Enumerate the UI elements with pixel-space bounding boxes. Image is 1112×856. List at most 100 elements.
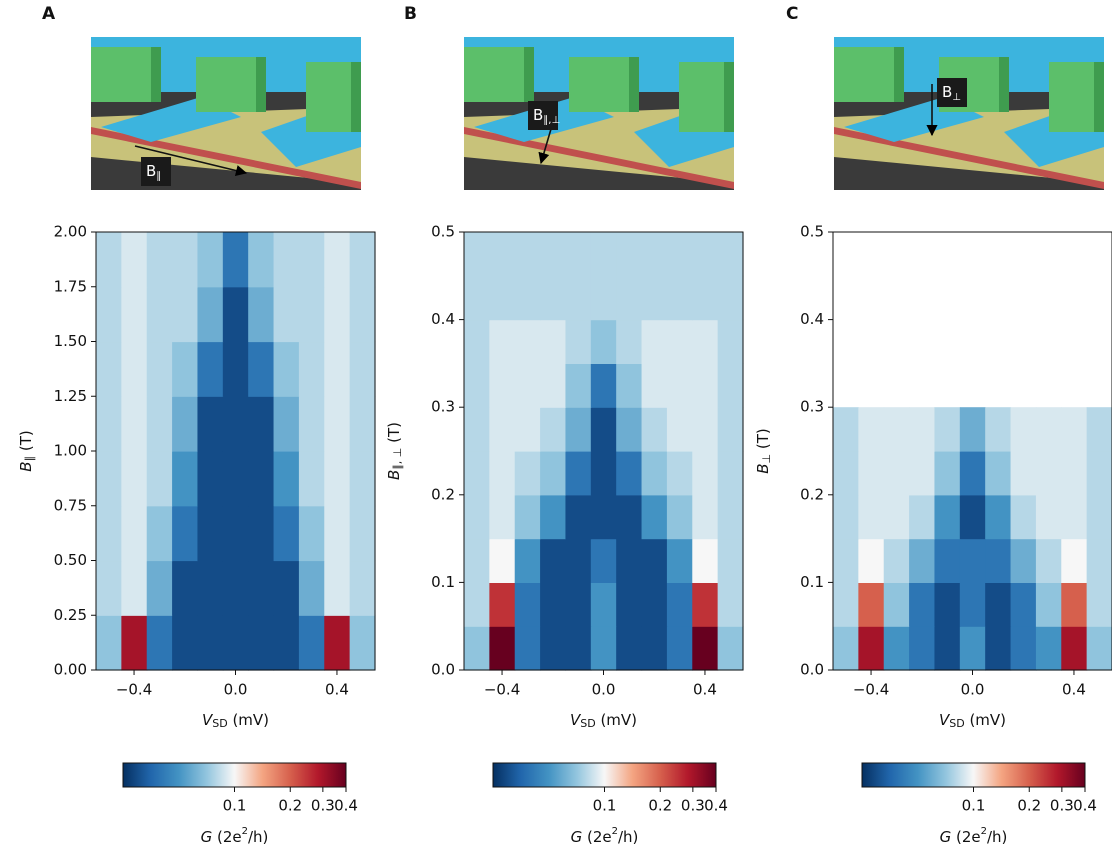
heatmap-cell: [464, 319, 490, 364]
heatmap-cell: [489, 319, 516, 364]
heatmap-cell: [692, 626, 719, 671]
heatmap-cell: [959, 494, 986, 540]
heatmap-cell: [172, 396, 199, 452]
x-axis-label: VSD (mV): [570, 711, 637, 731]
y-label-unit: (T): [385, 422, 403, 448]
x-tick-label: 0.4: [325, 681, 349, 699]
heatmap-cell: [590, 494, 617, 540]
heatmap-cell: [666, 363, 693, 408]
heatmap-cell: [514, 582, 541, 627]
field-arrow: [134, 145, 248, 177]
heatmap-cell: [489, 407, 516, 452]
heatmap-cell: [692, 451, 719, 496]
heatmap-cell: [172, 286, 199, 343]
heatmap-cell: [248, 615, 275, 671]
colorbar-tick-label: 0.2: [1017, 797, 1041, 815]
heatmap-cell: [666, 319, 693, 364]
heatmap-cell: [858, 407, 885, 452]
heatmap-cell: [172, 615, 199, 671]
colorbar-label: G (2e2/h): [201, 826, 269, 846]
heatmap-cell: [540, 319, 567, 364]
colorbar-label-part: /h): [618, 828, 638, 846]
inset-label-symbol: B: [533, 106, 543, 124]
heatmap-cell: [324, 396, 351, 452]
heatmap-cell: [858, 538, 885, 583]
heatmap-cell: [1061, 582, 1088, 627]
heatmap-cell: [717, 538, 744, 583]
heatmap-cell: [464, 626, 490, 671]
y-tick-label: 0.3: [431, 398, 455, 416]
heatmap-cell: [540, 494, 567, 540]
heatmap-cell: [641, 626, 668, 671]
heatmap-cell: [590, 451, 617, 496]
heatmap-cell: [324, 560, 351, 616]
device-image: B∥: [91, 37, 361, 190]
y-tick-label: 0.0: [800, 661, 824, 679]
device-image: B∥,⊥: [464, 37, 734, 190]
inset-label: B⊥: [942, 83, 961, 104]
x-label-symbol: V: [939, 711, 951, 729]
heatmap-cell: [692, 232, 719, 277]
heatmap-cell: [666, 538, 693, 583]
x-tick-label: 0.4: [693, 681, 717, 699]
heatmap-cell: [717, 232, 744, 277]
x-tick-label: 0.0: [961, 681, 985, 699]
heatmap-cell: [909, 494, 936, 540]
heatmap-cell: [909, 626, 936, 671]
heatmap-cell: [858, 626, 885, 671]
heatmap-cell: [692, 538, 719, 583]
y-label-subscript: ⊥: [760, 454, 773, 464]
heatmap-cell: [298, 232, 325, 288]
heatmap-cell: [692, 494, 719, 540]
heatmap-cell: [514, 232, 541, 277]
heatmap-cell: [666, 626, 693, 671]
heatmap-cell: [489, 538, 516, 583]
inset-label-subscript: ⊥: [952, 92, 961, 103]
panel-letter: B: [404, 4, 417, 24]
heatmap-cell: [222, 505, 249, 562]
heatmap-cell: [273, 232, 300, 288]
heatmap-cell: [985, 582, 1012, 627]
heatmap-cell: [565, 363, 592, 408]
y-tick-label: 0.1: [800, 573, 824, 591]
x-label-unit: (mV): [228, 711, 269, 729]
heatmap-cell: [489, 494, 516, 540]
gate-side: [524, 47, 534, 102]
heatmap-cell: [666, 494, 693, 540]
heatmap-cell: [616, 275, 643, 321]
heatmap-cell: [1035, 626, 1062, 671]
heatmap-cell: [1061, 451, 1088, 496]
colorbar: [492, 762, 717, 788]
colorbar-tick-label: 0.3: [311, 797, 335, 815]
heatmap-cell: [666, 275, 693, 321]
heatmap-cell: [96, 286, 122, 343]
heatmap-cell: [222, 615, 249, 671]
colorbar: [122, 762, 347, 788]
y-axis-label: B∥ (T): [17, 430, 37, 471]
heatmap-cell: [1035, 451, 1062, 496]
heatmap-cell: [883, 582, 910, 627]
heatmap-cell: [489, 626, 516, 671]
heatmap-cell: [590, 232, 617, 277]
heatmap-cell: [565, 494, 592, 540]
heatmap-cell: [666, 451, 693, 496]
y-label-subscript: ∥: [23, 456, 36, 462]
heatmap-cell: [248, 286, 275, 343]
y-tick-label: 1.50: [54, 332, 87, 350]
heatmap-cell: [1035, 407, 1062, 452]
heatmap-cell: [565, 232, 592, 277]
heatmap-cell: [298, 615, 325, 671]
heatmap-cell: [298, 286, 325, 343]
heatmap-cell: [146, 451, 173, 507]
heatmap-cell: [273, 615, 300, 671]
inset-label-symbol: B: [942, 83, 952, 101]
x-label-unit: (mV): [965, 711, 1006, 729]
y-tick-label: 0.0: [431, 661, 455, 679]
heatmap-cell: [985, 626, 1012, 671]
heatmap-cell: [464, 232, 490, 277]
y-tick-label: 0.5: [431, 223, 455, 241]
heatmap-cell: [222, 396, 249, 452]
heatmap-cell: [590, 538, 617, 583]
heatmap-cell: [959, 626, 986, 671]
